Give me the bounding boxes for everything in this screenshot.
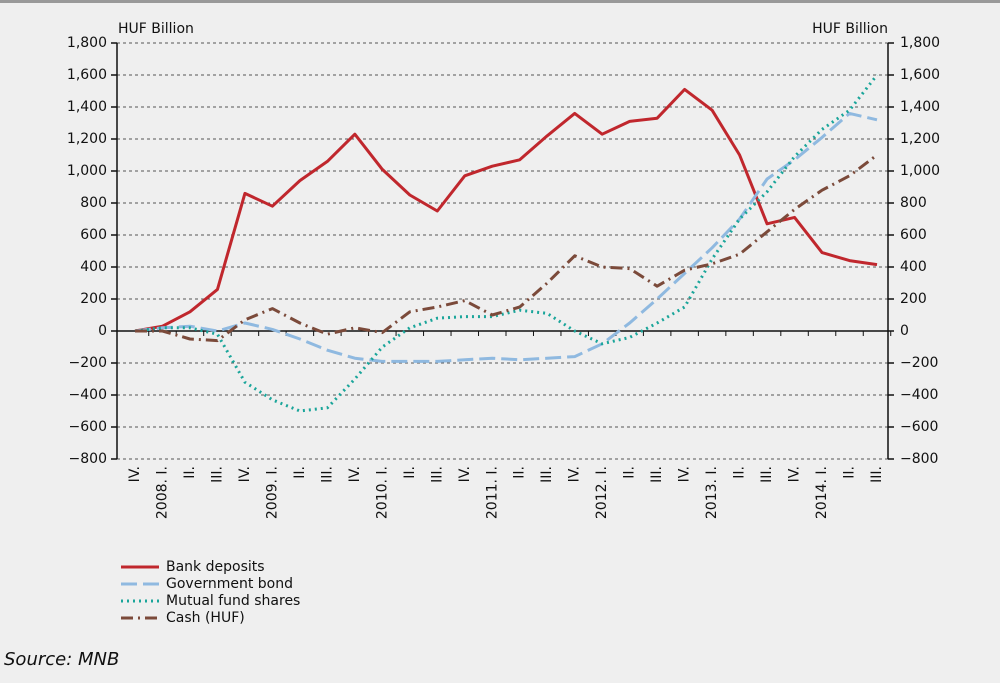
- y2-tick-label: 200: [900, 291, 927, 307]
- y-tick-label: 1,000: [67, 163, 107, 179]
- y-tick-label: 600: [80, 227, 107, 243]
- x-tick-label: 2014. I.: [814, 466, 830, 519]
- y2-tick-label: 400: [900, 259, 927, 275]
- x-tick-label: IV.: [787, 466, 803, 482]
- y-tick-label: −800: [69, 451, 107, 467]
- x-tick-label: 2009. I.: [264, 466, 280, 519]
- y2-tick-label: 1,000: [900, 163, 940, 179]
- x-tick-label: III.: [429, 466, 445, 483]
- x-tick-label: IV.: [347, 466, 363, 482]
- y2-tick-label: 1,200: [900, 131, 940, 147]
- x-tick-label: 2012. I.: [594, 466, 610, 519]
- x-tick-label: IV.: [677, 466, 693, 482]
- y-tick-label: 0: [98, 323, 107, 339]
- x-tick-label: II.: [622, 466, 638, 479]
- x-tick-label: 2010. I.: [374, 466, 390, 519]
- y2-tick-label: −200: [900, 355, 938, 371]
- y-tick-label: 200: [80, 291, 107, 307]
- y-tick-label: 1,800: [67, 35, 107, 51]
- x-tick-label: II.: [292, 466, 308, 479]
- x-tick-label: IV.: [457, 466, 473, 482]
- y-tick-label: 800: [80, 195, 107, 211]
- x-tick-label: II.: [402, 466, 418, 479]
- y2-tick-label: 600: [900, 227, 927, 243]
- x-tick-label: III.: [319, 466, 335, 483]
- x-tick-label: III.: [649, 466, 665, 483]
- series-line: [134, 87, 878, 333]
- legend-label: Government bond: [166, 576, 293, 592]
- y2-tick-label: 0: [900, 323, 909, 339]
- x-tick-label: IV.: [237, 466, 253, 482]
- legend-label: Bank deposits: [166, 559, 265, 575]
- x-tick-label: III.: [759, 466, 775, 483]
- x-tick-label: III.: [209, 466, 225, 483]
- y2-tick-label: 800: [900, 195, 927, 211]
- y2-tick-label: −600: [900, 419, 938, 435]
- y-tick-label: −400: [69, 387, 107, 403]
- y-tick-label: −600: [69, 419, 107, 435]
- y-tick-label: 1,200: [67, 131, 107, 147]
- x-tick-label: III.: [539, 466, 555, 483]
- y-tick-label: 400: [80, 259, 107, 275]
- x-tick-label: IV.: [127, 466, 143, 482]
- y2-tick-label: 1,800: [900, 35, 940, 51]
- y2-tick-label: 1,600: [900, 67, 940, 83]
- series-line: [134, 111, 878, 363]
- y2-axis-label: HUF Billion: [812, 21, 888, 37]
- y-tick-label: 1,400: [67, 99, 107, 115]
- x-tick-label: II.: [842, 466, 858, 479]
- x-tick-label: III.: [869, 466, 885, 483]
- y-tick-label: 1,600: [67, 67, 107, 83]
- y-tick-label: −200: [69, 355, 107, 371]
- y2-tick-label: 1,400: [900, 99, 940, 115]
- x-tick-label: 2008. I.: [154, 466, 170, 519]
- x-tick-label: IV.: [567, 466, 583, 482]
- x-tick-label: II.: [512, 466, 528, 479]
- legend-label: Mutual fund shares: [166, 593, 300, 609]
- x-tick-label: II.: [182, 466, 198, 479]
- y2-tick-label: −400: [900, 387, 938, 403]
- x-tick-label: II.: [732, 466, 748, 479]
- y2-tick-label: −800: [900, 451, 938, 467]
- x-tick-label: 2011. I.: [484, 466, 500, 519]
- x-tick-label: 2013. I.: [704, 466, 720, 519]
- legend-label: Cash (HUF): [166, 610, 245, 626]
- source: Source: MNB: [4, 649, 119, 670]
- y-axis-label: HUF Billion: [118, 21, 194, 37]
